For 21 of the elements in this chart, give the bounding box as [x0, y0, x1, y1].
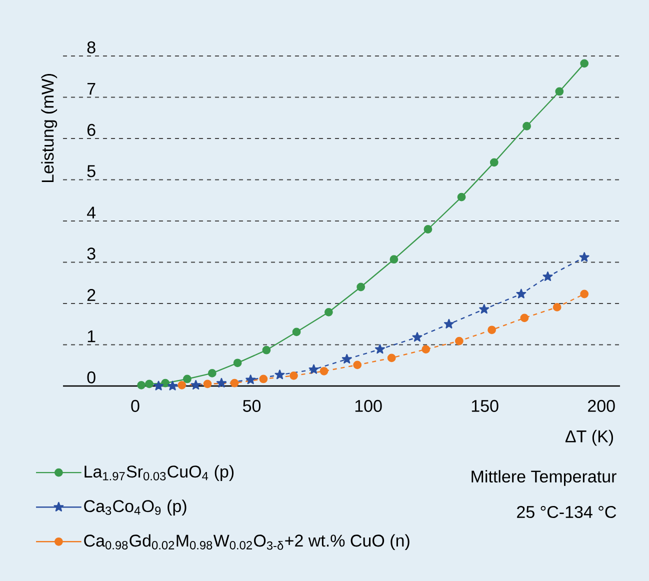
legend-label: La$_{1.97}$Sr$_{0.03}$CuO$_{4}$ (p)	[84, 465, 234, 481]
y-tick-label: 5	[87, 165, 96, 178]
x-tick-label: 200	[588, 400, 615, 412]
text: Mittlere Temperatur	[472, 470, 616, 486]
y-tick-label: 1	[88, 330, 96, 342]
x-tick-label: 0	[131, 400, 140, 412]
x-tick-label: 100	[355, 400, 382, 412]
y-tick-label: 7	[87, 82, 96, 95]
y-tick-label: 2	[87, 289, 96, 301]
x-axis-title: ΔT (K)	[565, 430, 613, 446]
y-tick-label: 0	[87, 371, 96, 384]
x-tick-label: 50	[243, 400, 261, 412]
x-tick-label: 150	[472, 400, 498, 412]
legend-label: Ca$_{3}$Co$_{4}$O$_{9}$ (p)	[84, 500, 186, 516]
y-tick-label: 4	[87, 206, 96, 218]
y-axis-title: Leistung (mW)	[41, 74, 58, 182]
y-tick-label: 3	[87, 248, 96, 260]
y-tick-label: 8	[87, 41, 96, 54]
y-tick-label: 6	[87, 124, 96, 136]
text: 25 °C-134 °C	[517, 506, 616, 518]
text: Ca$_{0.98}$Gd$_{0.02}$M$_{0.98}$W$_{0.02}$O$_{3-δ}$+2 wt.% CuO (n)	[84, 534, 410, 550]
